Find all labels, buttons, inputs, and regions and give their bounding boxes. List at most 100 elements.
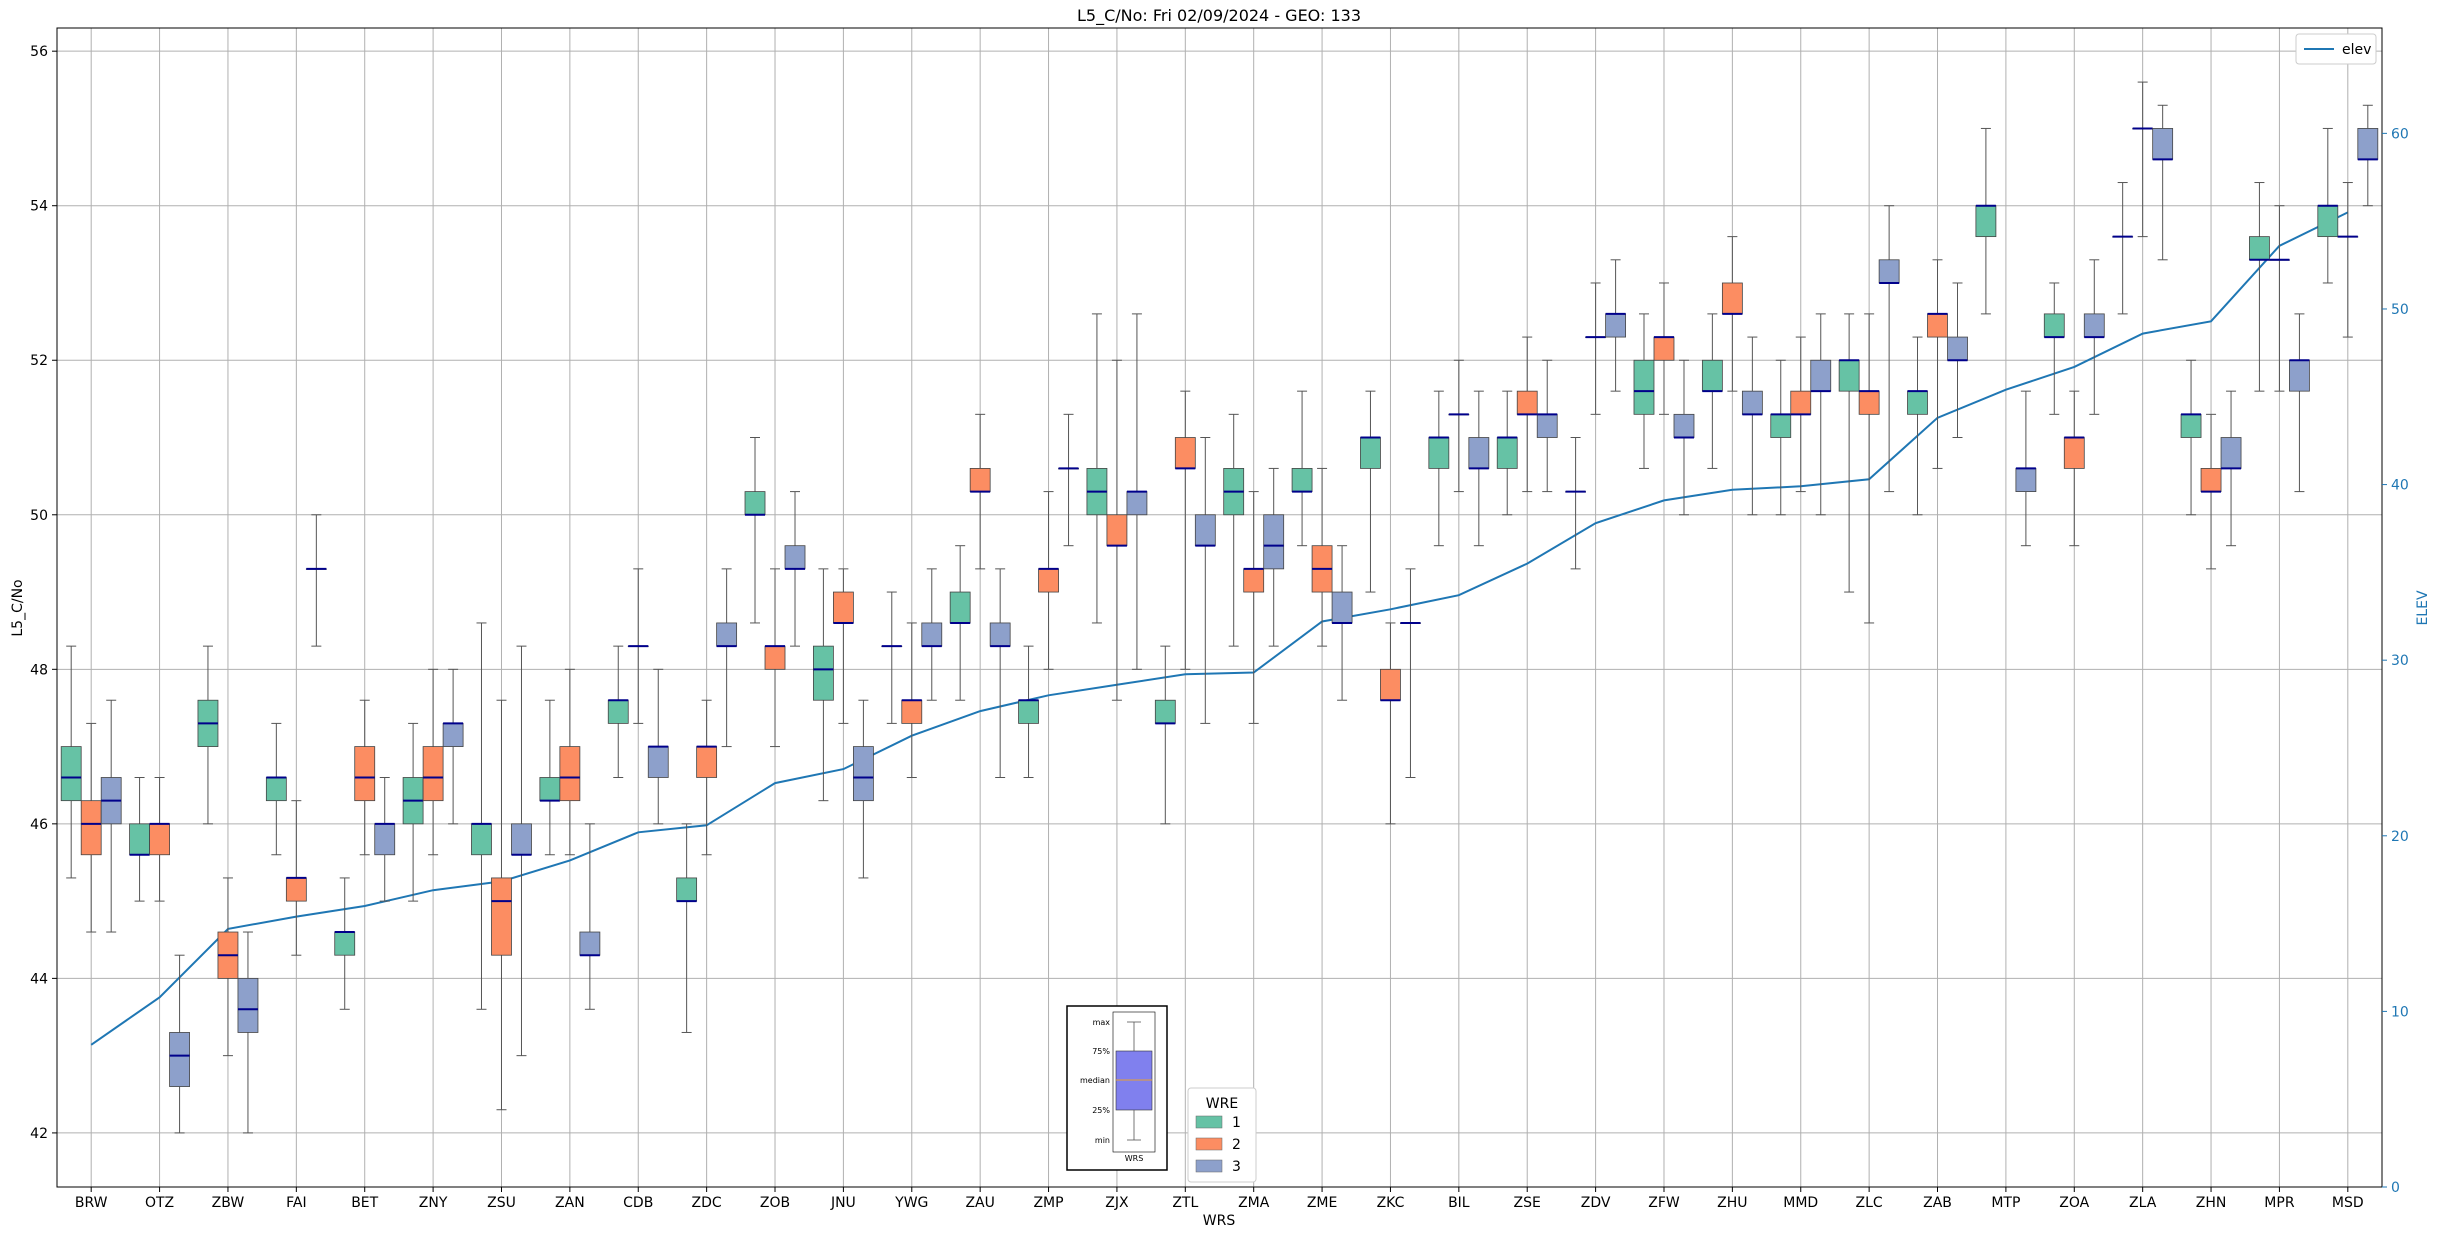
box-body: [80, 800, 102, 856]
box-body: [1291, 468, 1313, 493]
box-zma-wre2: [1243, 491, 1265, 724]
box-bet-wre1: [334, 877, 356, 1010]
box-zab-wre2: [1927, 259, 1948, 469]
x-tick-label: ZFW: [1648, 1195, 1680, 1211]
box-zhu-wre2: [1721, 236, 1743, 392]
inset-label-q3: 75%: [1092, 1047, 1110, 1056]
elev-line: [90, 211, 2349, 1046]
inset-xlabel: WRS: [1125, 1154, 1144, 1163]
box-zlc-wre3: [1878, 205, 1900, 493]
box-body: [149, 823, 170, 856]
box-body: [1633, 359, 1655, 415]
box-ztl-wre1: [1154, 645, 1176, 825]
box-zkc-wre1: [1360, 390, 1381, 593]
wre-legend: WRE 1 2 3: [1187, 1087, 1257, 1183]
box-zoa-wre2: [2063, 390, 2085, 547]
box-zau-wre2: [969, 413, 991, 570]
y2-tick-label: 60: [2391, 126, 2409, 142]
box-body: [1468, 437, 1490, 469]
box-zhu-wre3: [1741, 336, 1763, 516]
x-tick-label: ZDC: [692, 1195, 722, 1211]
box-mmd-wre2: [1790, 336, 1812, 493]
inset-label-min: min: [1095, 1136, 1110, 1145]
x-tick-label: CDB: [623, 1195, 653, 1211]
box-zme-wre2: [1311, 467, 1333, 647]
inset-label-max: max: [1093, 1018, 1111, 1027]
box-body: [1018, 699, 1039, 724]
box-mpr-wre3: [2289, 313, 2310, 493]
wre-legend-swatch-2: [1195, 1137, 1223, 1151]
box-zbw-wre2: [217, 877, 239, 1057]
wre-legend-label-3: 3: [1232, 1159, 1241, 1175]
box-brw-wre2: [80, 722, 102, 933]
box-body: [1536, 413, 1558, 438]
box-body: [1878, 259, 1900, 284]
box-zse-wre2: [1516, 336, 1538, 493]
elev-legend: elev: [2295, 33, 2377, 65]
box-body: [442, 723, 464, 747]
box-mtp-wre1: [1975, 127, 1997, 315]
x-tick-label: ZAU: [965, 1195, 994, 1211]
box-fai-wre3: [305, 514, 327, 647]
box-zoa-wre1: [2043, 282, 2065, 415]
box-zdv-wre3: [1605, 259, 1627, 392]
elev-legend-label: elev: [2342, 42, 2371, 58]
box-mmd-wre1: [1770, 359, 1792, 516]
x-tick-label: ZMP: [1033, 1195, 1063, 1211]
box-body: [921, 622, 943, 647]
box-body: [2083, 313, 2105, 338]
box-zan-wre3: [579, 823, 601, 1010]
box-otz-wre3: [169, 954, 190, 1134]
box-zla-wre1: [2112, 182, 2134, 315]
box-fai-wre2: [285, 800, 307, 956]
y-tick-label: 44: [30, 971, 48, 987]
x-axis-label: WRS: [1203, 1213, 1236, 1229]
box-body: [784, 545, 806, 570]
box-mpr-wre1: [2249, 182, 2270, 392]
box-body: [2180, 413, 2202, 438]
box-body: [1741, 390, 1763, 415]
box-zob-wre1: [744, 437, 766, 624]
box-zla-wre3: [2152, 104, 2174, 261]
box-zhn-wre3: [2220, 390, 2242, 547]
box-zfw-wre3: [1673, 359, 1695, 516]
box-body: [949, 591, 971, 624]
box-jnu-wre3: [852, 699, 874, 879]
box-body: [832, 591, 854, 624]
box-body: [1194, 514, 1216, 547]
box-body: [579, 931, 601, 956]
box-bil-wre3: [1468, 390, 1490, 547]
x-tick-label: ZNY: [419, 1195, 448, 1211]
box-body: [1174, 437, 1196, 469]
y-axis-ticks: 42 44 46 48 50 52 54 56: [30, 44, 57, 1142]
box-zsu-wre2: [491, 699, 512, 1111]
wre-legend-swatch-3: [1195, 1159, 1223, 1173]
box-body: [676, 877, 698, 902]
box-body: [647, 746, 669, 778]
y2-axis-ticks: 0 10 20 30 40 50 60: [2381, 28, 2409, 1196]
box-body: [1790, 390, 1812, 415]
box-mpr-wre2: [2269, 205, 2290, 392]
y2-tick-label: 0: [2391, 1180, 2400, 1196]
box-body: [285, 877, 307, 902]
y-tick-label: 46: [30, 817, 48, 833]
x-tick-label: ZAB: [1923, 1195, 1952, 1211]
x-tick-label: OTZ: [145, 1195, 174, 1211]
box-zbw-wre3: [237, 931, 259, 1134]
x-tick-label: FAI: [286, 1195, 306, 1211]
box-jnu-wre2: [832, 568, 854, 724]
x-tick-label: ZAN: [555, 1195, 585, 1211]
box-body: [1653, 336, 1675, 361]
box-body: [2220, 437, 2242, 469]
box-zny-wre1: [402, 722, 424, 902]
box-body: [1243, 568, 1265, 593]
box-body: [1927, 313, 1948, 338]
box-body: [491, 877, 512, 956]
box-body: [1106, 514, 1128, 547]
box-body: [2249, 236, 2270, 261]
box-body: [1770, 413, 1792, 438]
box-zkc-wre3: [1400, 568, 1421, 778]
box-brw-wre1: [60, 645, 82, 879]
box-fai-wre1: [265, 722, 287, 856]
